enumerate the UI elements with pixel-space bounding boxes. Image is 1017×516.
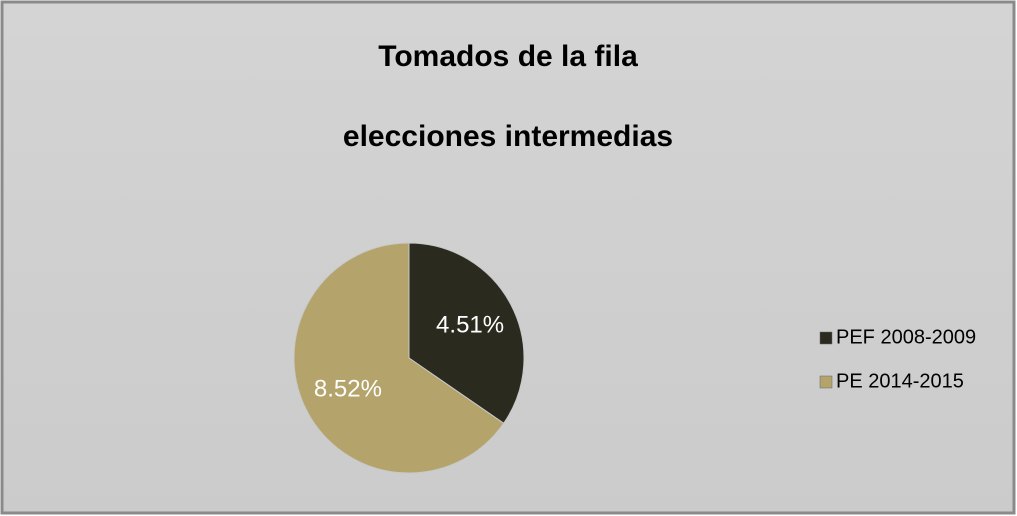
legend-swatch [819, 375, 833, 389]
legend-swatch [819, 331, 833, 345]
chart-title: elecciones intermedias [343, 120, 673, 153]
data-label: 4.51% [436, 311, 504, 338]
pie-slice [293, 242, 505, 474]
pie-slice [408, 242, 525, 425]
data-label: 8.52% [314, 375, 382, 402]
chart-title: Tomados de la fila [378, 40, 638, 73]
legend-label: PEF 2008-2009 [836, 326, 976, 348]
legend-label: PE 2014-2015 [836, 370, 964, 392]
